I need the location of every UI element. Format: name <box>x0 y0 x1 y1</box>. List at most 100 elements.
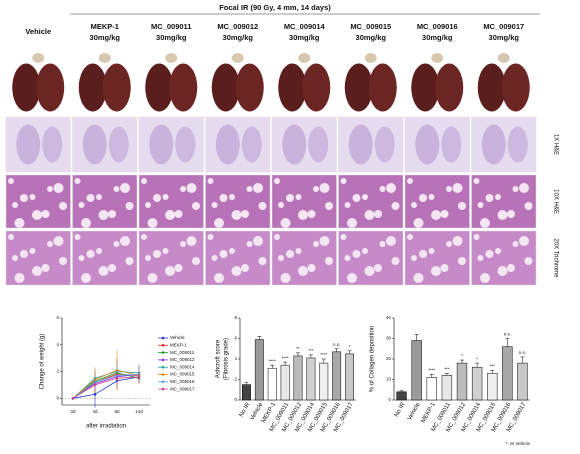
row-label: 1X H&E <box>552 134 558 155</box>
alveolus <box>246 241 253 247</box>
legend-label: MC_009015 <box>170 372 195 377</box>
legend-label: Vehicle <box>170 335 185 340</box>
alveolus <box>473 178 480 184</box>
alveolus <box>428 194 435 200</box>
alveolus <box>125 202 134 210</box>
x-tick-label: No IR <box>394 401 407 418</box>
alveolus <box>207 178 214 184</box>
y-tick-label: 4 <box>234 356 237 361</box>
alveolus <box>524 257 533 265</box>
alveolus <box>379 186 386 192</box>
lung-lobe <box>78 63 107 112</box>
alveolus <box>298 266 308 276</box>
column-name: MC_009011 <box>151 22 191 31</box>
lung-lobe <box>102 63 131 112</box>
bar <box>306 357 316 401</box>
alveolus <box>419 250 427 258</box>
tissue-section <box>149 124 174 165</box>
y-tick-label: 0 <box>388 397 391 402</box>
alveolus <box>280 218 291 228</box>
alveolus <box>274 234 280 240</box>
alveolus <box>364 210 375 220</box>
alveolus <box>446 186 452 192</box>
significance-label: * <box>461 353 463 358</box>
trachea <box>98 53 111 63</box>
y-axis-title: Ashcroft score <box>216 339 222 378</box>
column-name: MC_009014 <box>284 22 326 31</box>
alveolus <box>162 248 169 254</box>
alveolus <box>219 250 228 258</box>
tissue-section <box>215 124 240 165</box>
lung-lobe <box>12 63 41 112</box>
alveolus <box>512 186 519 192</box>
alveolus <box>231 210 242 220</box>
alveolus <box>352 250 361 258</box>
legend-marker <box>161 387 165 391</box>
x-tick-label: Vehicle <box>407 401 422 421</box>
alveolus <box>81 218 91 228</box>
alveolus <box>507 264 515 272</box>
alveolus <box>325 257 333 265</box>
alveolus <box>340 234 347 240</box>
point <box>71 397 75 400</box>
significance-label: n.s. <box>333 342 340 347</box>
tissue-section <box>241 126 262 163</box>
alveolus <box>280 273 291 283</box>
trachea <box>497 53 510 63</box>
alveolus <box>524 202 533 210</box>
alveolus <box>53 236 64 246</box>
lung-lobe <box>211 63 240 112</box>
tissue-section <box>481 124 506 165</box>
significance-label: *** <box>490 363 496 368</box>
alveolus <box>207 234 214 240</box>
trachea <box>364 53 377 63</box>
alveolus <box>8 178 14 184</box>
alveolus <box>458 202 466 210</box>
lung-lobe <box>278 63 307 112</box>
alveolus <box>141 178 147 184</box>
alveolus <box>214 273 224 283</box>
y-axis-title: % of Collagen deposition <box>370 326 376 392</box>
legend-marker <box>161 373 165 376</box>
tissue-section <box>415 124 440 165</box>
alveolus <box>428 248 435 254</box>
alveolus <box>29 194 36 200</box>
alveolus <box>29 248 36 254</box>
series-line <box>72 372 140 399</box>
alveolus <box>407 234 413 240</box>
alveolus <box>344 202 351 208</box>
bar <box>471 366 483 401</box>
series-line <box>72 376 140 399</box>
legend-label: MEKP-1 <box>170 342 187 347</box>
x-tick-label: MEKP-1 <box>421 401 438 424</box>
alveolus <box>78 255 85 261</box>
bar <box>396 391 407 401</box>
alveolus <box>125 257 134 265</box>
tissue-section <box>374 126 395 163</box>
alveolus <box>59 257 67 265</box>
alveolus <box>512 241 519 247</box>
point <box>115 376 119 380</box>
alveolus <box>47 186 53 192</box>
alveolus <box>86 250 95 258</box>
legend-label: MC_009017 <box>170 386 195 391</box>
bar <box>441 375 453 401</box>
alveolus <box>258 202 267 210</box>
x-tick-label: 4d <box>92 409 98 414</box>
alveolus <box>211 202 218 208</box>
tissue-section <box>308 126 329 163</box>
alveolus <box>12 255 18 261</box>
column-dose: 30mg/kg <box>90 33 121 42</box>
column-dose: 30mg/kg <box>489 33 520 42</box>
tissue-section <box>82 124 107 165</box>
alveolus <box>153 250 161 258</box>
alveolus <box>278 202 284 208</box>
alveolus <box>364 266 375 276</box>
legend-label: MC_009014 <box>170 364 195 369</box>
alveolus <box>319 236 330 246</box>
alveolus <box>20 250 28 258</box>
lung-lobe <box>435 63 464 112</box>
alveolus <box>413 218 424 228</box>
trachea <box>298 53 311 63</box>
column-name: MC_009015 <box>350 22 391 31</box>
